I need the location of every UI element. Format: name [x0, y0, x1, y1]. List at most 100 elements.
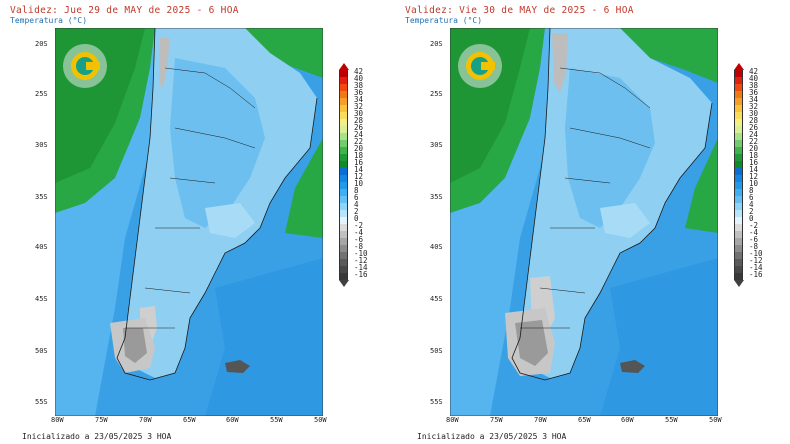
colorbar-tick-label: 28	[354, 116, 364, 125]
colorbar-swatch	[734, 238, 743, 245]
colorbar-swatch	[339, 217, 348, 224]
colorbar-tick-label: 30	[354, 109, 364, 118]
colorbar-swatch	[339, 119, 348, 126]
colorbar-tick-label: 0	[354, 214, 359, 223]
colorbar-tick-label: 4	[354, 200, 359, 209]
colorbar-swatch	[339, 196, 348, 203]
colorbar-tick-label: -8	[749, 242, 759, 251]
colorbar-tick-label: 20	[749, 144, 759, 153]
colorbar-tick-label: 10	[354, 179, 364, 188]
colorbar-tick-label: -6	[354, 235, 364, 244]
lat-label: 40S	[35, 243, 48, 251]
colorbar-swatch	[339, 70, 348, 77]
lon-label: 65W	[578, 416, 591, 424]
colorbar-swatch	[339, 266, 348, 273]
colorbar-tick-label: 20	[354, 144, 364, 153]
colorbar-tick-label: 16	[354, 158, 364, 167]
colorbar-tick-label: 34	[354, 95, 364, 104]
colorbar-swatch	[339, 189, 348, 196]
colorbar-tick-label: -16	[749, 270, 763, 279]
lat-label: 20S	[430, 40, 443, 48]
colorbar-swatch	[339, 182, 348, 189]
colorbar-swatch	[734, 154, 743, 161]
colorbar-tick-label: 38	[749, 81, 759, 90]
colorbar-tick-label: -12	[749, 256, 763, 265]
colorbar-swatch	[734, 182, 743, 189]
lat-label: 20S	[35, 40, 48, 48]
colorbar-swatch	[339, 210, 348, 217]
colorbar-swatch	[734, 168, 743, 175]
lat-label: 25S	[430, 90, 443, 98]
colorbar-tick-label: 24	[749, 130, 759, 139]
lat-label: 30S	[35, 141, 48, 149]
colorbar-swatch	[339, 175, 348, 182]
colorbar-tick-label: 18	[354, 151, 364, 160]
colorbar-tick-label: -16	[354, 270, 368, 279]
lat-label: 55S	[35, 398, 48, 406]
colorbar-tick-label: 16	[749, 158, 759, 167]
lat-label: 40S	[430, 243, 443, 251]
colorbar-tick-label: 12	[749, 172, 759, 181]
colorbar-tick-label: 32	[749, 102, 759, 111]
lon-label: 65W	[183, 416, 196, 424]
colorbar-swatch	[734, 266, 743, 273]
colorbar-swatch	[734, 84, 743, 91]
colorbar-swatch	[339, 98, 348, 105]
colorbar-tick-label: 22	[749, 137, 759, 146]
colorbar-swatch	[339, 147, 348, 154]
validity-title: Validez: Vie 30 de MAY de 2025 - 6 HOA	[405, 5, 634, 16]
colorbar-tick-label: -4	[354, 228, 364, 237]
colorbar-swatch	[339, 154, 348, 161]
colorbar-tick-label: 30	[749, 109, 759, 118]
lon-label: 75W	[490, 416, 503, 424]
colorbar-swatch	[339, 252, 348, 259]
colorbar-swatch	[339, 161, 348, 168]
colorbar-swatch	[339, 245, 348, 252]
colorbar-tick-label: -4	[749, 228, 759, 237]
initialized-label: Inicializado a 23/05/2025 3 HOA	[22, 432, 172, 441]
colorbar-swatch	[734, 259, 743, 266]
colorbar-swatch	[734, 210, 743, 217]
lon-label: 50W	[314, 416, 327, 424]
colorbar-swatch	[734, 126, 743, 133]
colorbar-tick-label: 14	[749, 165, 759, 174]
colorbar-tick-label: 4	[749, 200, 754, 209]
colorbar-min-arrow	[338, 280, 349, 287]
colorbar-tick-label: 12	[354, 172, 364, 181]
colorbar-swatch	[339, 273, 348, 280]
lon-label: 75W	[95, 416, 108, 424]
colorbar-tick-label: 32	[354, 102, 364, 111]
colorbar-swatch	[734, 91, 743, 98]
lon-label: 60W	[621, 416, 634, 424]
colorbar-swatch	[734, 112, 743, 119]
colorbar-swatch	[734, 147, 743, 154]
colorbar-tick-label: 6	[354, 193, 359, 202]
colorbar-tick-label: 8	[749, 186, 754, 195]
lon-label: 80W	[446, 416, 459, 424]
colorbar-tick-label: 34	[749, 95, 759, 104]
lat-label: 50S	[430, 347, 443, 355]
colorbar-swatch	[339, 133, 348, 140]
colorbar-tick-label: -2	[354, 221, 364, 230]
colorbar-tick-label: 2	[354, 207, 359, 216]
colorbar-tick-label: -14	[354, 263, 368, 272]
colorbar-tick-label: 38	[354, 81, 364, 90]
colorbar-swatch	[734, 119, 743, 126]
colorbar-swatch	[339, 259, 348, 266]
lat-label: 25S	[35, 90, 48, 98]
lon-label: 70W	[139, 416, 152, 424]
colorbar-max-arrow	[733, 63, 744, 70]
colorbar-tick-label: 42	[749, 67, 759, 76]
temperature-colorbar	[338, 63, 349, 287]
colorbar-tick-label: 28	[749, 116, 759, 125]
colorbar-tick-label: 8	[354, 186, 359, 195]
colorbar-swatch	[734, 189, 743, 196]
colorbar-swatch	[734, 175, 743, 182]
colorbar-tick-label: 0	[749, 214, 754, 223]
colorbar-tick-label: 40	[354, 74, 364, 83]
colorbar-tick-label: 36	[749, 88, 759, 97]
colorbar-swatch	[339, 168, 348, 175]
variable-label: Temperatura (°C)	[405, 16, 483, 25]
lat-label: 45S	[430, 295, 443, 303]
colorbar-swatch	[734, 105, 743, 112]
